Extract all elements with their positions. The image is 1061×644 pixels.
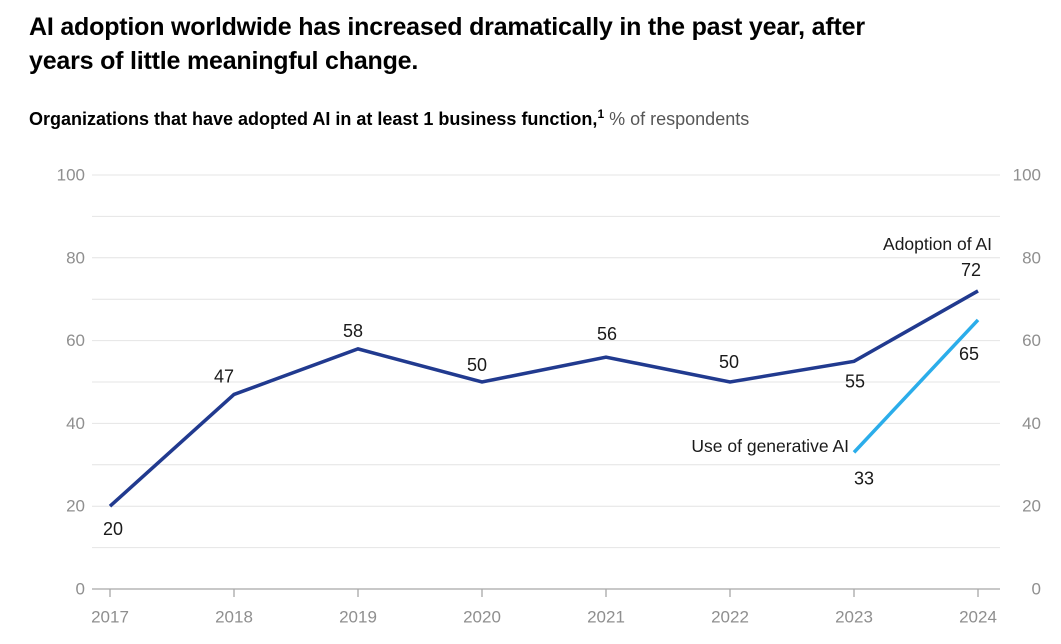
y-axis-label-left: 60 [66,331,85,350]
y-axis-label-right: 60 [1022,331,1041,350]
subtitle-bold-text: Organizations that have adopted AI in at… [29,109,598,129]
page-title-line-2: years of little meaningful change. [29,47,419,75]
adoption-of-ai-point-label: 47 [214,366,234,386]
use-of-generative-ai-point-label: 65 [959,344,979,364]
y-axis-label-left: 100 [57,166,85,185]
x-axis-label: 2020 [463,608,501,627]
y-axis-label-left: 0 [76,580,85,599]
y-axis-label-right: 100 [1013,166,1041,185]
use-of-generative-ai-line [852,318,980,454]
subtitle-units-text: % of respondents [609,109,750,129]
y-axis-label-right: 0 [1032,580,1041,599]
x-axis-label: 2021 [587,608,625,627]
x-axis-label: 2024 [959,608,997,627]
x-axis-label: 2019 [339,608,377,627]
adoption-of-ai-point-label: 50 [719,352,739,372]
use-of-generative-ai-series-label: Use of generative AI [691,436,849,456]
adoption-of-ai-line [108,289,979,508]
adoption-of-ai-point-label: 20 [103,519,123,539]
y-axis-label-left: 20 [66,497,85,516]
adoption-of-ai-series-label: Adoption of AI [883,234,992,254]
footnote-marker: 1 [597,107,605,121]
adoption-of-ai-point-label: 56 [597,324,617,344]
chart-subtitle: Organizations that have adopted AI in at… [29,107,1039,130]
y-axis-label-left: 80 [66,248,85,267]
page-title: AI adoption worldwide has increased dram… [29,10,1039,78]
line-chart: 0 0 20 20 40 40 60 60 80 80 100 100 2017 2018 2019 2020… [0,140,1061,644]
y-axis-label-right: 20 [1022,497,1041,516]
use-of-generative-ai-point-label: 33 [854,468,874,488]
adoption-of-ai-point-label: 50 [467,355,487,375]
y-axis-label-right: 40 [1022,414,1041,433]
x-axis-label: 2017 [91,608,129,627]
page-title-line-1: AI adoption worldwide has increased dram… [29,13,865,41]
x-axis-label: 2022 [711,608,749,627]
adoption-of-ai-point-label: 58 [343,321,363,341]
adoption-of-ai-point-label: 55 [845,371,865,391]
x-axis-label: 2018 [215,608,253,627]
x-axis-label: 2023 [835,608,873,627]
y-axis-label-right: 80 [1022,248,1041,267]
y-axis-label-left: 40 [66,414,85,433]
adoption-of-ai-point-label: 72 [961,260,981,280]
